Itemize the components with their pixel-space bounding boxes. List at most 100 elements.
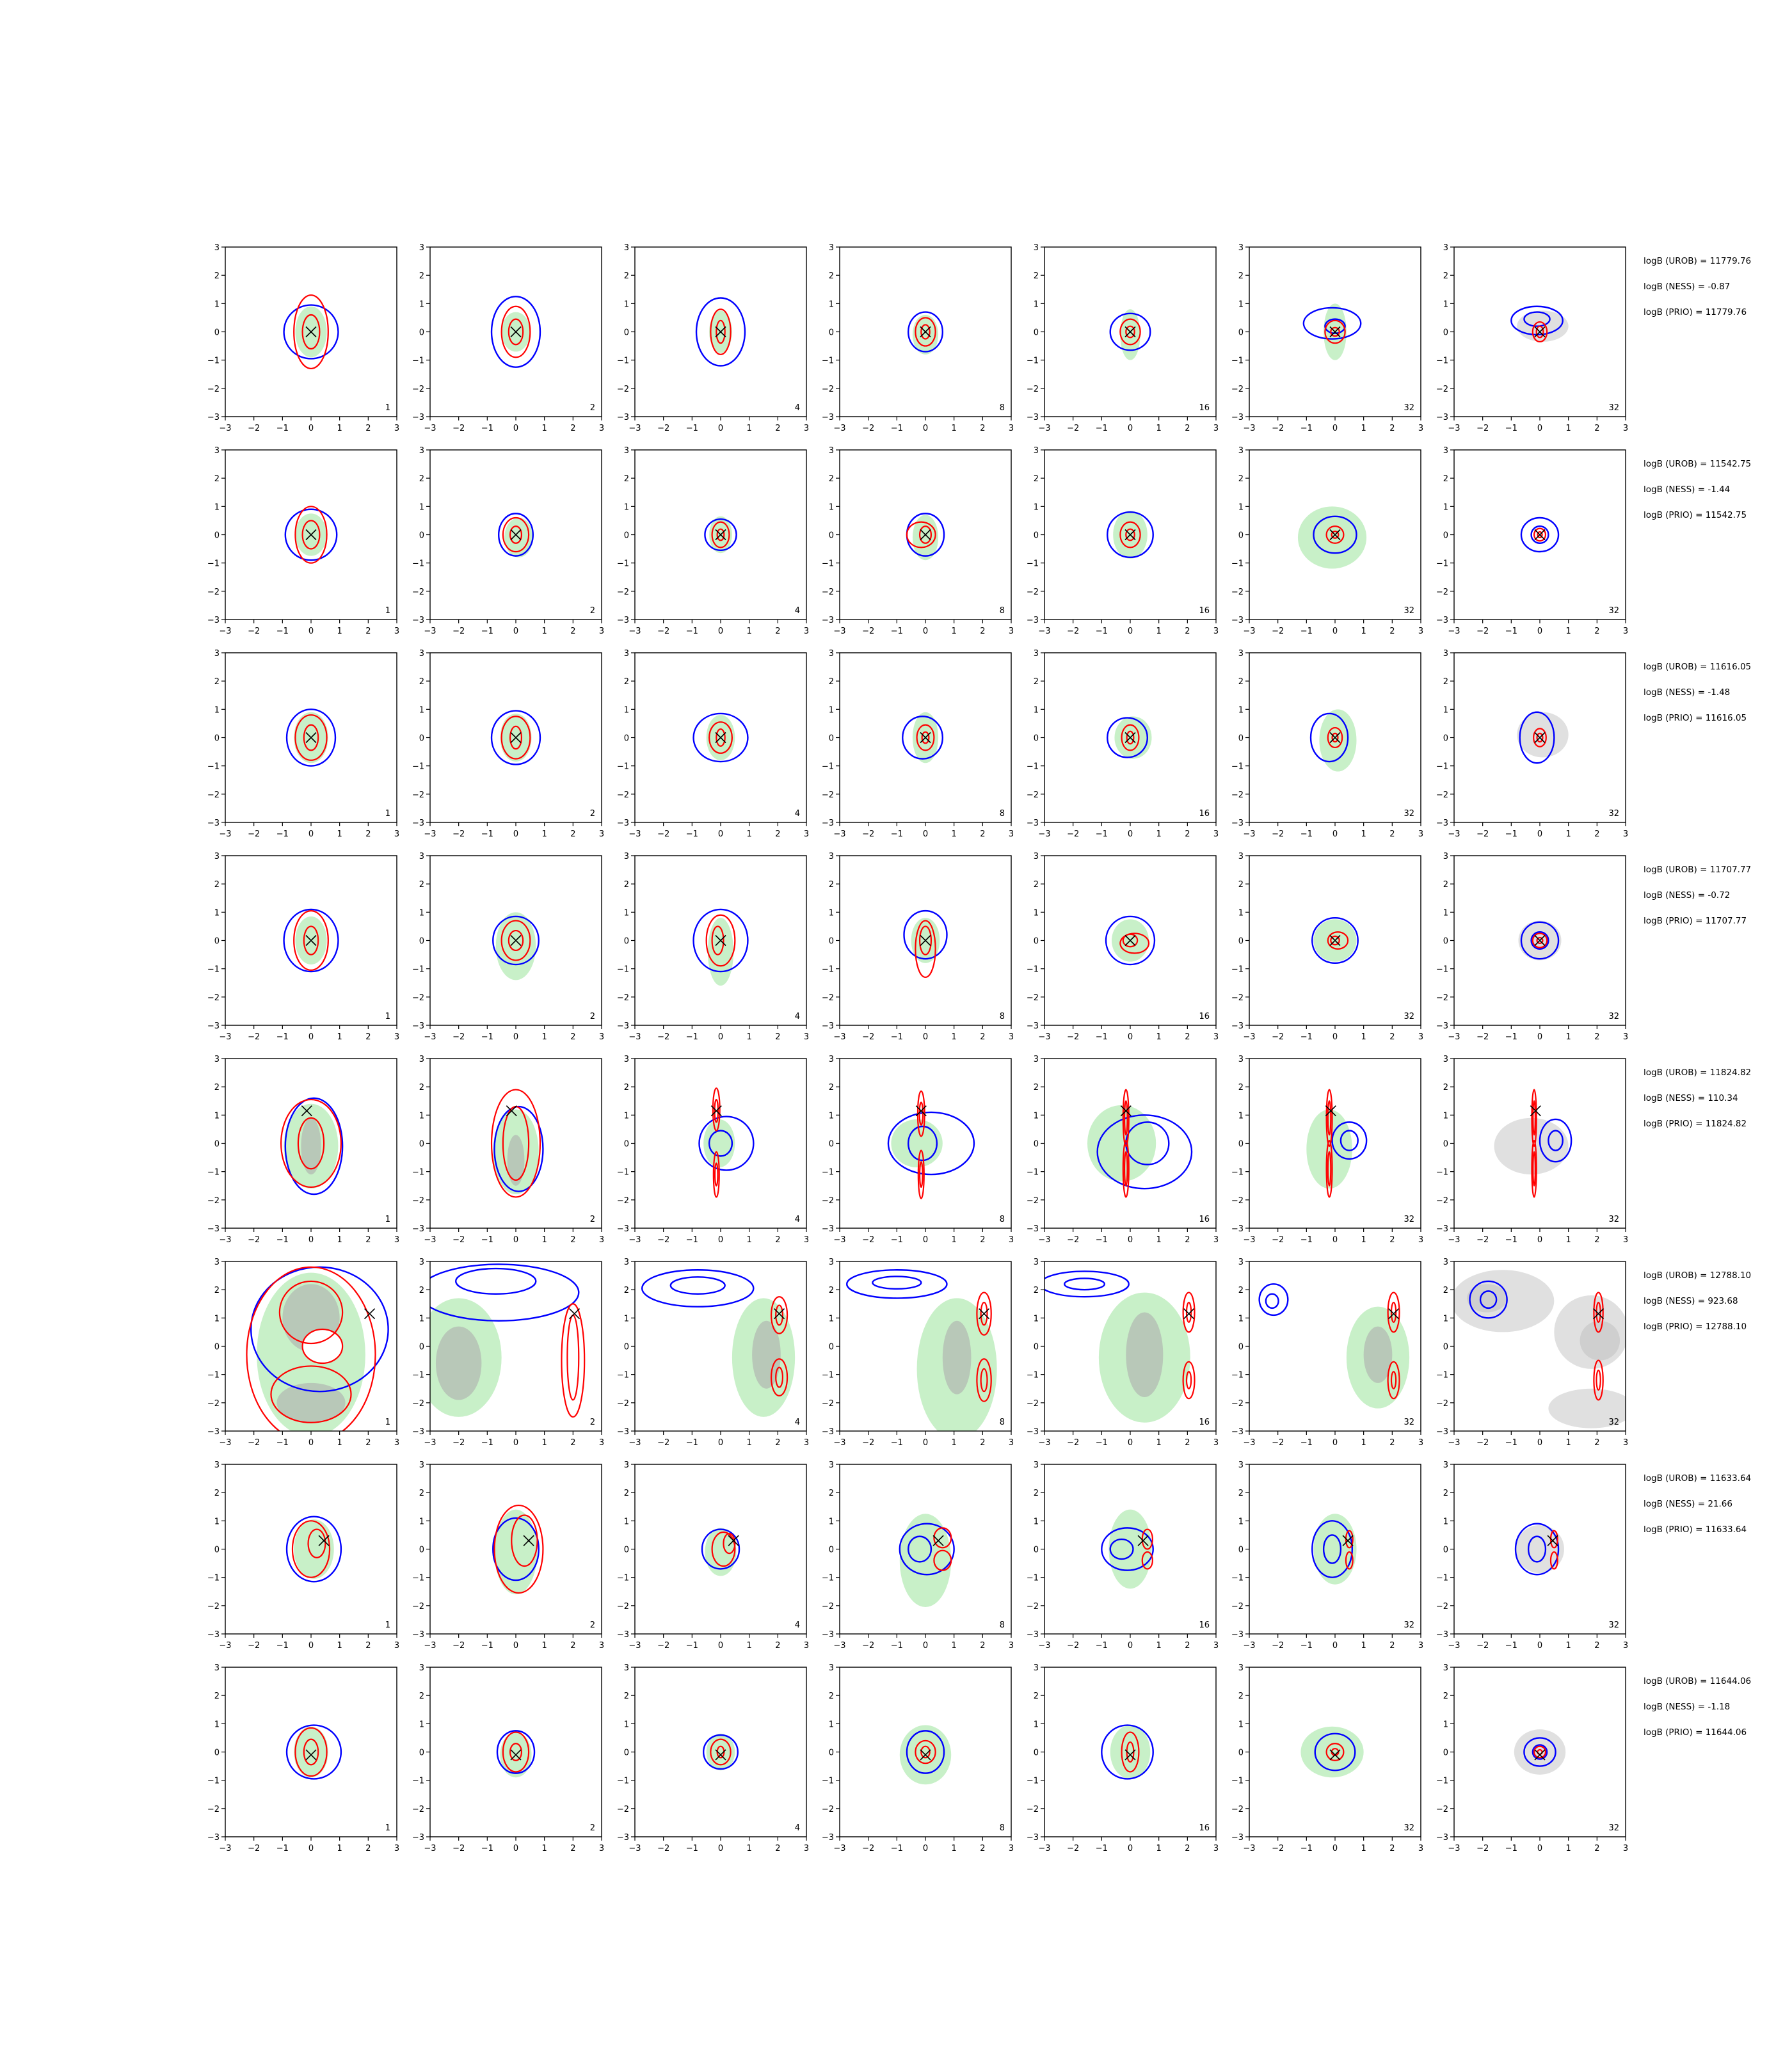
x-tick-label: 3 [1213,829,1219,839]
panel-number-label: 4 [795,606,800,616]
x-tick-label: 0 [718,1235,723,1245]
panel-number-label: 16 [1199,1012,1210,1021]
red-contour [917,1149,925,1199]
y-tick-label: −1 [822,356,834,366]
x-tick-label: 3 [1009,1235,1014,1245]
logb-annotation: logB (UROB) = 11633.64 [1644,1473,1751,1484]
x-tick-label: −2 [1272,627,1284,636]
y-tick-label: −2 [412,588,424,597]
y-tick-label: 2 [1034,1286,1039,1295]
x-tick-label: −2 [862,627,874,636]
y-tick-label: 3 [419,1055,424,1064]
y-tick-label: 3 [1238,243,1244,253]
x-tick-label: 1 [747,1641,752,1651]
y-tick-label: 0 [624,531,629,541]
x-tick-label: −2 [657,1438,669,1448]
blue-contour [903,909,948,960]
x-tick-label: 2 [775,627,780,636]
panel-number-label: 32 [1608,1620,1619,1630]
x-tick-label: 0 [308,1438,314,1448]
y-tick-label: −2 [822,1399,834,1409]
x-tick-label: 2 [775,829,780,839]
y-tick-label: 0 [214,328,220,338]
x-tick-label: −3 [1243,424,1255,433]
logb-annotation: logB (UROB) = 11644.06 [1644,1676,1751,1686]
panel-number-label: 32 [1404,1823,1414,1833]
y-tick-label: 2 [1443,474,1448,484]
y-tick-label: 1 [1238,908,1244,918]
y-tick-label: 1 [419,705,424,715]
reference-density-core [1467,1284,1507,1313]
red-contour-inner [711,925,724,956]
panel-number-label: 32 [1404,1012,1414,1021]
y-tick-label: 1 [624,705,629,715]
x-tick-label: 1 [952,1438,957,1448]
red-contour [1387,1361,1400,1400]
x-tick-label: 3 [1418,1438,1423,1448]
y-tick-label: 2 [1238,1692,1244,1701]
y-tick-label: −1 [822,559,834,569]
panel-r8-c3: −3 −2 −1 0 1 2 3 −3 −2 −1 0 1 2 3 4 [617,1663,809,1853]
red-contour [1387,1292,1400,1333]
y-tick-label: 3 [1034,1258,1039,1267]
x-tick-label: 0 [1332,424,1338,433]
x-tick-label: −2 [657,424,669,433]
blue-contour [1520,921,1560,960]
y-tick-label: −3 [412,1224,424,1234]
y-tick-label: 1 [214,1314,220,1324]
y-tick-label: 1 [1034,908,1039,918]
blue-contour [284,508,338,561]
y-tick-label: −2 [1231,1602,1244,1612]
x-tick-label: −3 [424,1438,436,1448]
x-tick-label: −3 [628,1844,641,1853]
x-tick-label: −3 [1448,1235,1460,1245]
x-tick-label: 3 [804,1235,809,1245]
y-tick-label: 0 [1443,734,1448,744]
red-contour [1533,728,1547,748]
x-tick-label: −1 [1505,627,1517,636]
x-tick-label: −1 [276,1235,289,1245]
x-tick-label: 2 [1185,829,1190,839]
y-tick-label: 0 [1443,937,1448,947]
x-tick-label: 2 [365,627,371,636]
red-contour [915,920,936,979]
x-tick-label: −1 [1505,1844,1517,1853]
x-tick-label: −2 [452,1235,465,1245]
y-tick-label: 0 [419,328,424,338]
x-tick-label: −2 [1067,1641,1079,1651]
blue-contour [704,518,737,551]
red-contour-inner [1535,325,1544,339]
posterior-region-core [942,1320,972,1395]
x-tick-label: −2 [1476,627,1489,636]
panel-r6-c2: −3 −2 −1 0 1 2 3 −3 −2 −1 0 1 2 3 2 [412,1258,604,1448]
x-tick-label: 1 [1361,829,1366,839]
x-tick-label: −2 [452,1844,465,1853]
y-tick-label: 1 [214,502,220,512]
x-tick-label: −1 [891,1641,903,1651]
y-tick-label: 3 [624,446,629,456]
x-tick-label: −3 [1038,829,1050,839]
red-contour [1345,1551,1354,1570]
x-tick-label: 2 [1185,1235,1190,1245]
x-tick-label: −2 [862,1438,874,1448]
blue-contour-inner [1527,1535,1547,1563]
true-value-marker [1124,934,1136,947]
x-tick-label: 0 [1537,1641,1542,1651]
y-tick-label: 3 [1443,852,1448,861]
y-tick-label: −1 [1231,1574,1244,1583]
red-contour [770,1358,788,1396]
x-tick-label: 0 [923,1844,928,1853]
x-tick-label: −1 [1300,424,1313,433]
panel-r5-c2: −3 −2 −1 0 1 2 3 −3 −2 −1 0 1 2 3 2 [412,1055,604,1245]
y-tick-label: −3 [1027,1833,1039,1843]
y-tick-label: 1 [1443,705,1448,715]
x-tick-label: 2 [570,1844,575,1853]
blue-contour [1313,515,1357,554]
y-tick-label: 2 [829,677,834,687]
posterior-region [494,1509,538,1595]
y-tick-label: 2 [1443,677,1448,687]
red-contour [933,1549,952,1571]
panel-r3-c7: −3 −2 −1 0 1 2 3 −3 −2 −1 0 1 2 3 32 [1436,649,1628,839]
panel-number-label: 8 [1000,1215,1005,1224]
posterior-region [294,1519,334,1579]
